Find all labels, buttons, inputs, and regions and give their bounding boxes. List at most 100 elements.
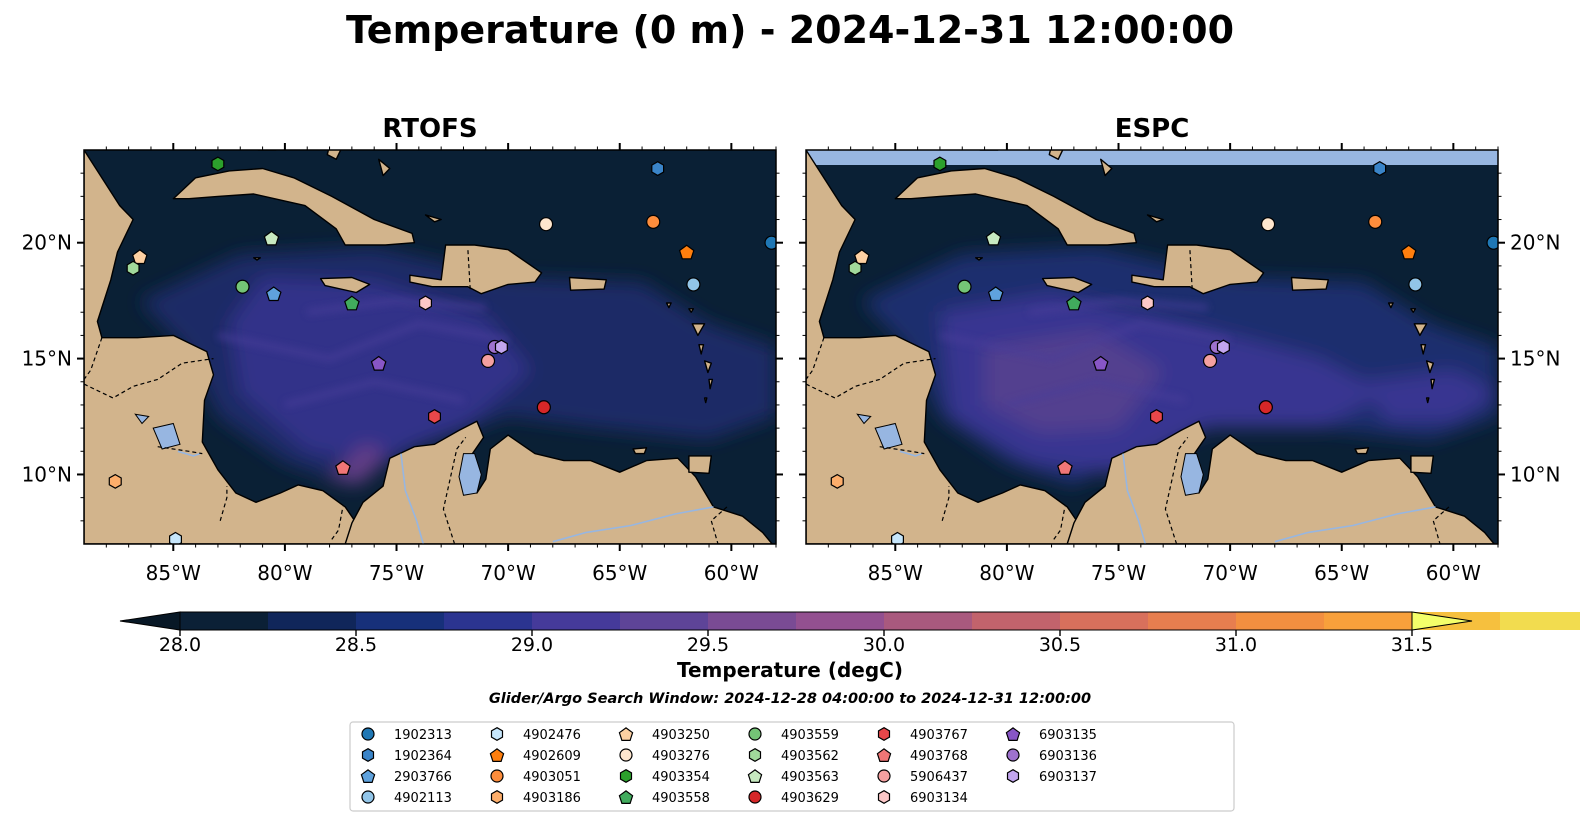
marker-4902609 bbox=[1400, 244, 1417, 260]
legend-label: 4903767 bbox=[910, 728, 968, 743]
marker-4903629 bbox=[1258, 400, 1273, 415]
marker-6903134 bbox=[419, 295, 432, 311]
marker-4903767 bbox=[1149, 409, 1164, 425]
land bbox=[806, 150, 1498, 544]
x-tick-label: 75°W bbox=[1091, 561, 1146, 585]
temperature-field bbox=[139, 247, 776, 487]
legend-label: 5906437 bbox=[910, 770, 968, 785]
x-tick-label: 75°W bbox=[369, 561, 424, 585]
legend-label: 6903134 bbox=[910, 791, 968, 806]
marker-4903051 bbox=[1368, 214, 1383, 229]
marker-4903563 bbox=[263, 230, 280, 246]
legend-label: 4902609 bbox=[523, 749, 581, 764]
legend-entry: 4903768 bbox=[876, 748, 968, 764]
marker-4903767 bbox=[428, 409, 441, 425]
y-tick-label: 15°N bbox=[1510, 347, 1560, 371]
legend-entry: 4903563 bbox=[747, 769, 839, 785]
marker-1902313 bbox=[1486, 235, 1498, 250]
colorbar-bin bbox=[356, 612, 445, 630]
colorbar-tick-label: 31.0 bbox=[1215, 634, 1257, 656]
panel-frame bbox=[83, 149, 777, 545]
platform-legend: 1902313 1902364 2903766 4902113 4902476 49026… bbox=[349, 721, 1235, 812]
colorbar-tick-label: 28.0 bbox=[159, 634, 201, 656]
legend-label: 6903136 bbox=[1039, 749, 1097, 764]
platform-markers bbox=[108, 156, 776, 544]
colorbar-bin bbox=[1324, 612, 1413, 630]
marker-5906437 bbox=[1202, 353, 1218, 369]
legend-marker bbox=[618, 790, 634, 805]
marker-4903562 bbox=[848, 260, 862, 276]
legend-label: 4903559 bbox=[781, 728, 839, 743]
marker-4903051 bbox=[646, 214, 661, 229]
legend-label: 4903768 bbox=[910, 749, 968, 764]
legend-entry: 4902609 bbox=[489, 748, 581, 764]
legend-marker bbox=[618, 727, 634, 742]
marker-4903250 bbox=[853, 249, 870, 265]
colorbar-bin bbox=[1060, 612, 1149, 630]
legend-label: 4903563 bbox=[781, 770, 839, 785]
colorbar-bin bbox=[884, 612, 973, 630]
x-tick-label: 85°W bbox=[146, 561, 201, 585]
marker-1902313 bbox=[764, 235, 776, 250]
legend-marker bbox=[361, 727, 375, 741]
marker-4903562 bbox=[126, 260, 140, 276]
legend-label: 2903766 bbox=[394, 770, 452, 785]
colorbar: 28.0 28.5 29.0 29.5 30.0 30.5 31.0 31.5 bbox=[119, 611, 1580, 656]
legend-entry: 6903134 bbox=[877, 790, 968, 806]
map-panel-espc: ESPC 85°W 80°W 75°W 70°W 65°W 60°W 10°N 15°N 20°N bbox=[799, 114, 1560, 585]
colorbar-bin bbox=[1500, 612, 1580, 630]
colorbar-bin bbox=[444, 612, 533, 630]
marker-1902364 bbox=[651, 161, 665, 177]
y-tick-label: 10°N bbox=[22, 462, 72, 486]
legend-label: 4903051 bbox=[523, 770, 581, 785]
legend-entry: 4903051 bbox=[490, 769, 581, 785]
figure-title: Temperature (0 m) - 2024-12-31 12:00:00 bbox=[346, 8, 1234, 52]
marker-4903558 bbox=[1066, 295, 1082, 311]
marker-4903276 bbox=[538, 217, 554, 232]
legend-marker bbox=[489, 748, 505, 763]
legend-label: 6903135 bbox=[1039, 728, 1097, 743]
marker-2903766 bbox=[265, 286, 282, 302]
legend-marker bbox=[748, 727, 762, 741]
legend-entry: 4903767 bbox=[877, 727, 968, 743]
legend-entry: 4903558 bbox=[618, 790, 710, 806]
y-tick-label: 10°N bbox=[1510, 462, 1560, 486]
legend-marker bbox=[876, 748, 892, 763]
colorbar-bin bbox=[620, 612, 709, 630]
legend-marker bbox=[748, 790, 762, 804]
legend-marker bbox=[490, 727, 504, 741]
marker-4902113 bbox=[686, 277, 701, 292]
legend-label: 4903562 bbox=[781, 749, 839, 764]
marker-4903276 bbox=[1260, 217, 1276, 232]
legend-entry: 1902364 bbox=[361, 748, 452, 764]
legend-label: 1902313 bbox=[394, 728, 452, 743]
legend-entry: 2903766 bbox=[360, 769, 452, 785]
colorbar-bin bbox=[708, 612, 797, 630]
marker-6903137 bbox=[494, 339, 508, 355]
legend-marker bbox=[619, 769, 633, 783]
colorbar-bin bbox=[972, 612, 1061, 630]
marker-4903559 bbox=[957, 279, 972, 294]
legend-marker bbox=[877, 727, 891, 741]
legend-marker bbox=[877, 769, 891, 783]
marker-4903186 bbox=[108, 473, 122, 489]
legend-marker bbox=[361, 790, 375, 804]
legend-marker bbox=[1005, 727, 1021, 742]
legend-marker bbox=[360, 769, 376, 784]
marker-4903563 bbox=[985, 230, 1002, 246]
colorbar-bin bbox=[532, 612, 621, 630]
search-window-text: Glider/Argo Search Window: 2024-12-28 04… bbox=[489, 691, 1091, 707]
legend-entry: 6903135 bbox=[1005, 727, 1097, 743]
panel-frame bbox=[805, 149, 1499, 545]
legend-label: 4903354 bbox=[652, 770, 710, 785]
legend-label: 4903629 bbox=[781, 791, 839, 806]
colorbar-label: Temperature (degC) bbox=[677, 658, 903, 682]
x-tick-label: 70°W bbox=[1203, 561, 1258, 585]
panel-title: ESPC bbox=[1115, 114, 1190, 144]
colorbar-bin bbox=[268, 612, 357, 630]
platform-markers bbox=[830, 156, 1498, 544]
marker-4903354 bbox=[211, 156, 225, 172]
marker-2903766 bbox=[987, 286, 1004, 302]
legend-entry: 1902313 bbox=[361, 727, 452, 743]
